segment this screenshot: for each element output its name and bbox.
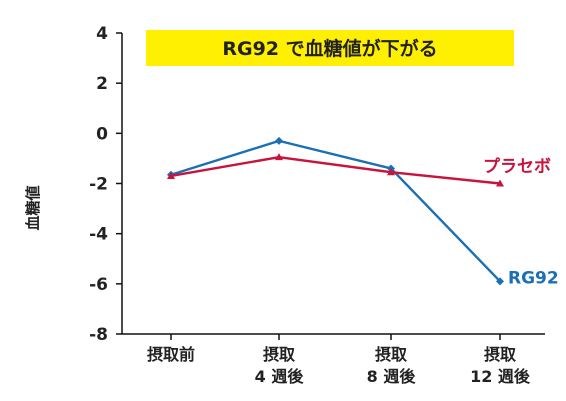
chart-title-background (146, 30, 514, 66)
series-line-placebo (170, 155, 501, 185)
y-tick-label: -8 (89, 325, 108, 345)
x-tick-label-line2: 4 週後 (255, 367, 305, 386)
chart-title: RG92 で血糖値が下がる (222, 37, 437, 60)
x-tick-label-line2: 8 週後 (367, 367, 417, 386)
y-tick-label: -6 (89, 275, 108, 295)
chart-title-group: RG92 で血糖値が下がる (146, 30, 514, 66)
data-point-placebo (496, 179, 504, 187)
series-label-rg92: RG92 (508, 268, 559, 288)
data-point-placebo (387, 168, 395, 176)
y-tick-label: -4 (89, 225, 108, 245)
series-line-rg92 (170, 139, 501, 283)
y-ticks: 4 2 0 -2 -4 -6 -8 (89, 24, 122, 345)
series-group: RG92 プラセボ (167, 136, 559, 288)
y-tick-label: -2 (89, 175, 108, 195)
data-point-rg92 (496, 277, 504, 286)
x-ticks: 摂取前 摂取 4 週後 摂取 8 週後 摂取 12 週後 (147, 334, 531, 386)
series-label-placebo: プラセボ (483, 156, 551, 177)
x-tick-label: 摂取前 (147, 345, 195, 364)
x-tick-label: 摂取 (375, 345, 407, 364)
x-tick-label: 摂取 (484, 345, 516, 364)
y-axis-label: 血糖値 (24, 185, 42, 230)
x-tick-label-line2: 12 週後 (470, 367, 531, 386)
x-tick-label: 摂取 (263, 345, 295, 364)
y-tick-label: 2 (96, 74, 108, 94)
y-tick-label: 0 (96, 124, 108, 144)
data-point-rg92 (275, 136, 283, 145)
data-point-placebo (275, 153, 283, 161)
data-point-placebo (167, 171, 175, 179)
y-tick-label: 4 (96, 24, 108, 44)
